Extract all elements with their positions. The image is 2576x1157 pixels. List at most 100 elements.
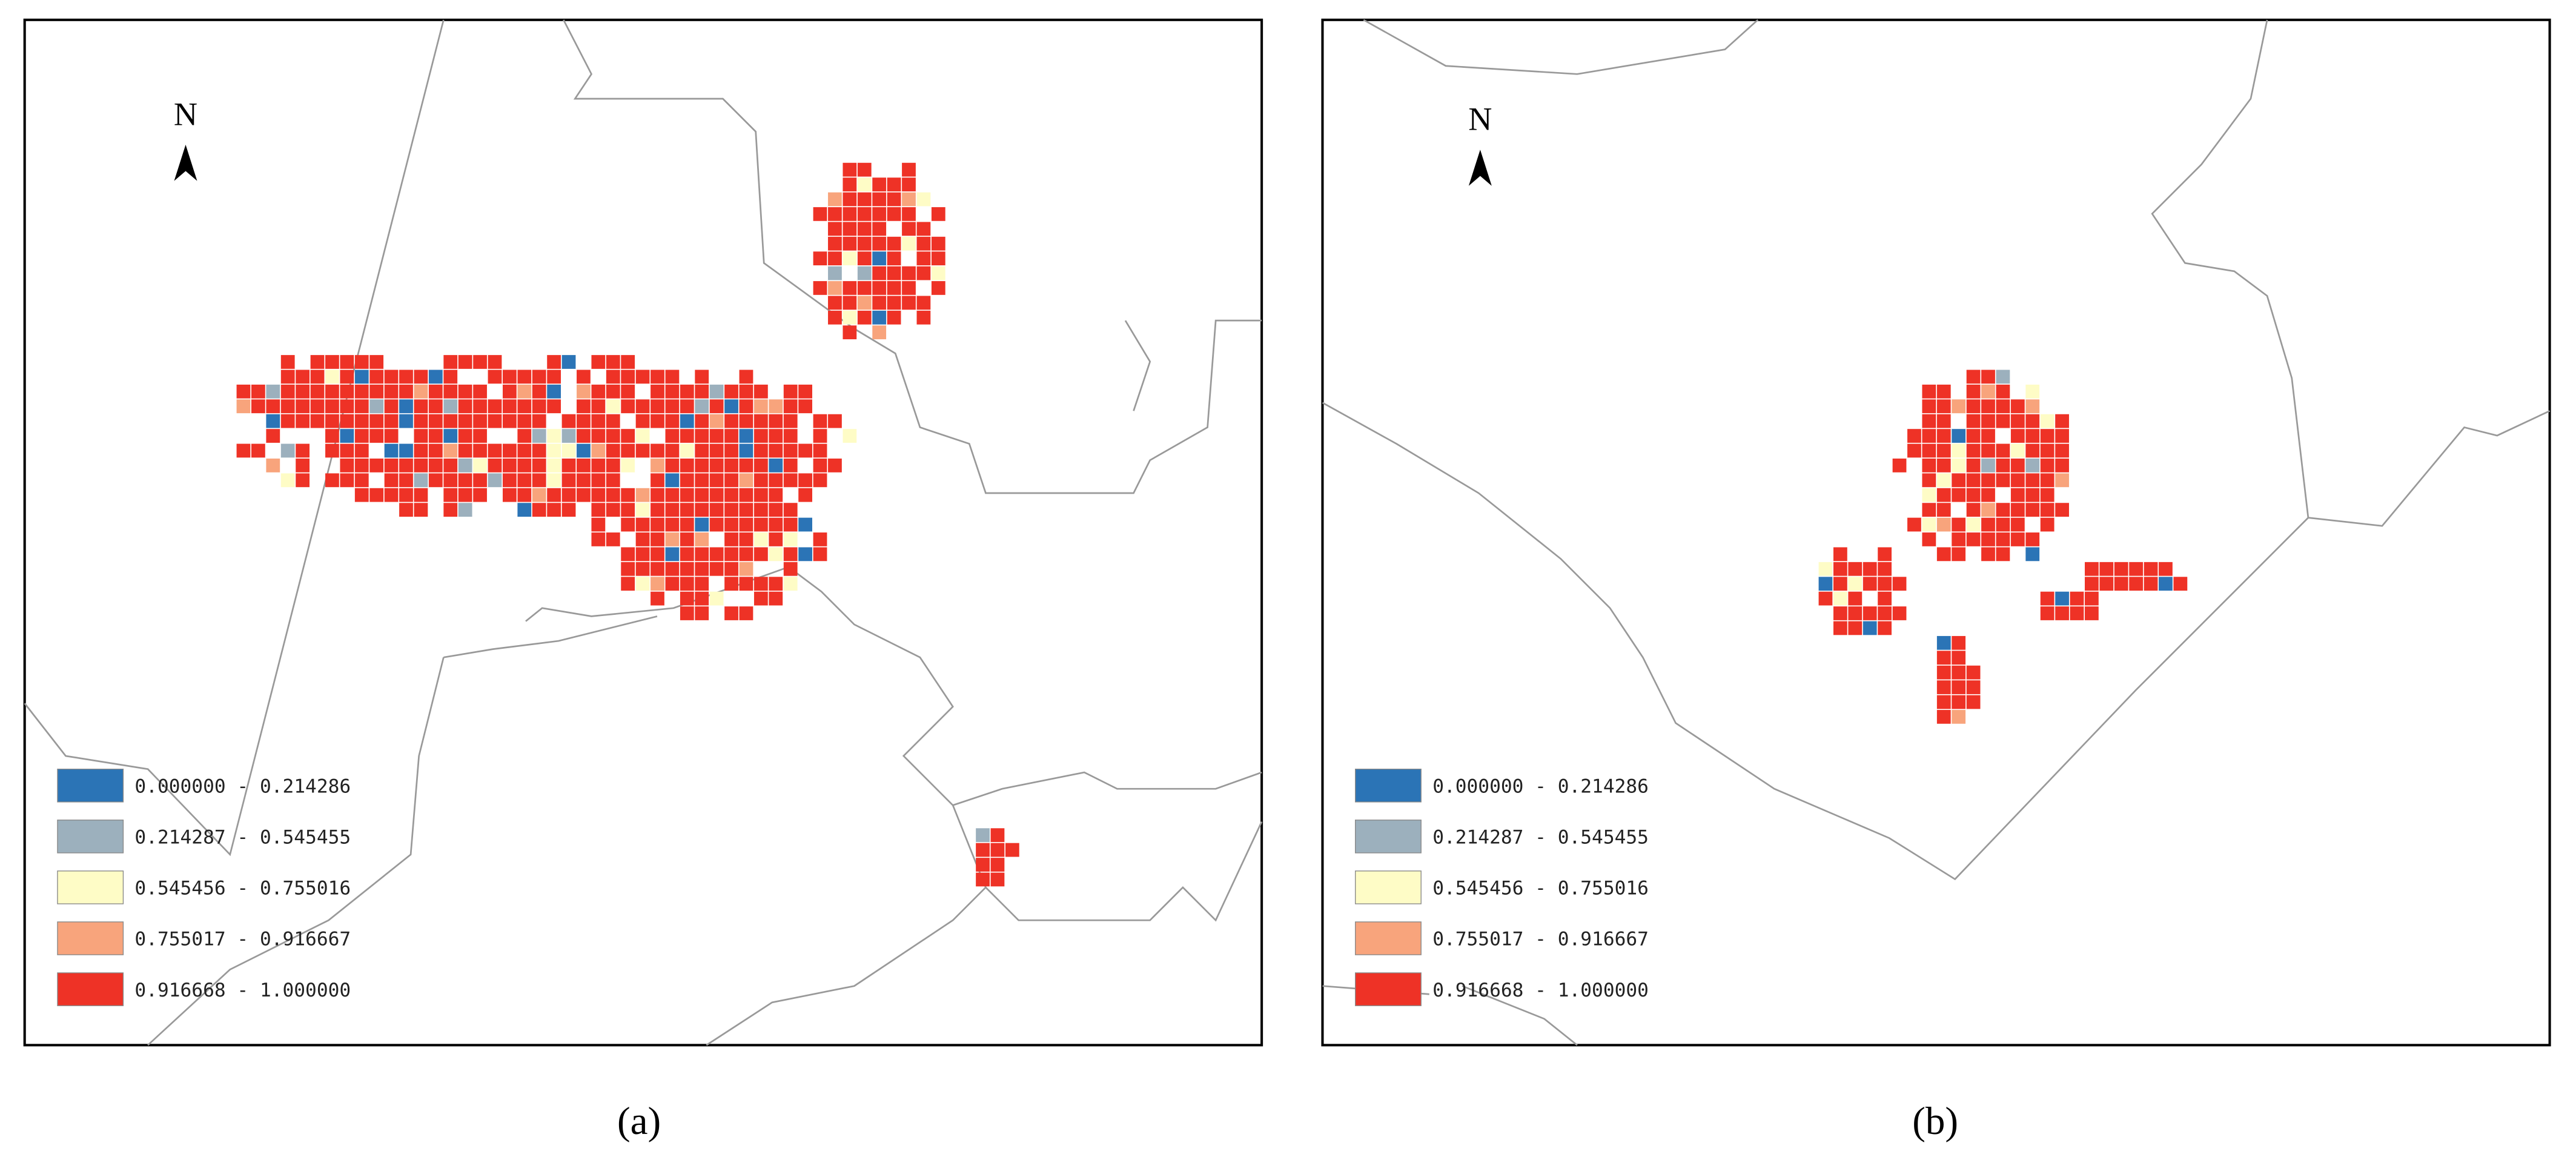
grid-cell: [665, 517, 680, 532]
grid-cell: [843, 222, 857, 236]
grid-cell: [547, 443, 561, 458]
grid-cell: [458, 384, 472, 399]
grid-cell: [1878, 577, 1892, 591]
grid-cell: [931, 251, 945, 266]
grid-cell: [724, 429, 738, 443]
grid-cell: [813, 207, 827, 221]
grid-cell: [591, 458, 606, 472]
legend-label: 0.545456 - 0.755016: [134, 878, 351, 900]
grid-cell: [1966, 414, 1981, 428]
grid-cell: [680, 458, 694, 472]
grid-cell: [695, 517, 709, 532]
legend-label: 0.000000 - 0.214286: [134, 775, 351, 797]
grid-cell: [902, 236, 916, 251]
grid-cell: [561, 414, 576, 428]
grid-cell: [532, 473, 546, 488]
grid-cell: [2025, 414, 2040, 428]
grid-cell: [1981, 473, 1995, 488]
grid-cell: [1922, 443, 1936, 458]
grid-cell: [325, 384, 339, 399]
grid-cell: [443, 384, 458, 399]
grid-cell: [606, 443, 620, 458]
grid-cell: [621, 355, 635, 369]
grid-cell: [665, 577, 680, 591]
grid-cell: [887, 266, 901, 280]
grid-cell: [2010, 443, 2025, 458]
grid-cell: [1936, 429, 1951, 443]
grid-cell: [1892, 458, 1907, 472]
grid-cell: [2159, 562, 2173, 576]
grid-cell: [296, 370, 310, 384]
grid-cell: [517, 488, 532, 502]
grid-cell: [1966, 429, 1981, 443]
grid-cell: [739, 488, 753, 502]
grid-cell: [1922, 473, 1936, 488]
grid-cell: [1981, 384, 1995, 399]
grid-cell: [1936, 547, 1951, 562]
grid-cell: [990, 872, 1005, 887]
grid-cell: [753, 591, 768, 606]
grid-cell: [577, 458, 591, 472]
grid-cell: [399, 399, 413, 414]
grid-cell: [2055, 473, 2069, 488]
grid-cell: [621, 370, 635, 384]
grid-cell: [1996, 517, 2010, 532]
grid-cell: [1833, 606, 1847, 620]
grid-cell: [517, 429, 532, 443]
grid-cell: [753, 458, 768, 472]
grid-cell: [813, 547, 827, 562]
grid-cell: [606, 503, 620, 517]
grid-cell: [753, 443, 768, 458]
grid-cell: [887, 192, 901, 207]
grid-cell: [1996, 458, 2010, 472]
grid-cell: [753, 384, 768, 399]
grid-cell: [695, 429, 709, 443]
grid-cell: [2040, 458, 2055, 472]
grid-cell: [635, 562, 650, 576]
grid-cell: [665, 384, 680, 399]
grid-cell: [1981, 488, 1995, 502]
grid-cell: [813, 251, 827, 266]
grid-cell: [2040, 473, 2055, 488]
grid-cell: [695, 473, 709, 488]
grid-cell: [1936, 635, 1951, 650]
grid-cell: [902, 296, 916, 310]
legend-swatch: [1355, 768, 1422, 803]
panel-a: N 0.000000 - 0.214286 0.214287 - 0.545455…: [23, 18, 1263, 1047]
grid-cell: [1981, 443, 1995, 458]
grid-cell: [1907, 517, 1921, 532]
grid-cell: [753, 414, 768, 428]
grid-cell: [606, 384, 620, 399]
grid-cell: [280, 355, 295, 369]
grid-cell: [296, 399, 310, 414]
grid-cell: [473, 458, 487, 472]
grid-cell: [680, 399, 694, 414]
grid-cell: [2070, 606, 2084, 620]
grid-cell: [783, 532, 798, 546]
panel-b: N 0.000000 - 0.214286 0.214287 - 0.545455…: [1321, 18, 2551, 1047]
grid-cell: [769, 399, 783, 414]
grid-cell: [458, 443, 472, 458]
grid-cell: [1936, 443, 1951, 458]
grid-cell: [695, 414, 709, 428]
grid-cell: [813, 429, 827, 443]
grid-cell: [488, 443, 502, 458]
grid-cell: [813, 473, 827, 488]
grid-cell: [887, 251, 901, 266]
grid-cell: [428, 370, 443, 384]
grid-cell: [2010, 503, 2025, 517]
grid-cell: [414, 458, 428, 472]
grid-cell: [783, 399, 798, 414]
grid-cell: [872, 236, 887, 251]
grid-cell: [651, 532, 664, 546]
grid-cell: [709, 429, 724, 443]
grid-cell: [547, 503, 561, 517]
legend-label: 0.545456 - 0.755016: [1432, 878, 1649, 900]
grid-cell: [1907, 429, 1921, 443]
grid-cell: [695, 384, 709, 399]
legend-label: 0.755017 - 0.916667: [1432, 929, 1649, 950]
boundary: [563, 19, 1262, 494]
grid-cell: [2025, 384, 2040, 399]
grid-cell: [739, 547, 753, 562]
grid-cell: [680, 488, 694, 502]
